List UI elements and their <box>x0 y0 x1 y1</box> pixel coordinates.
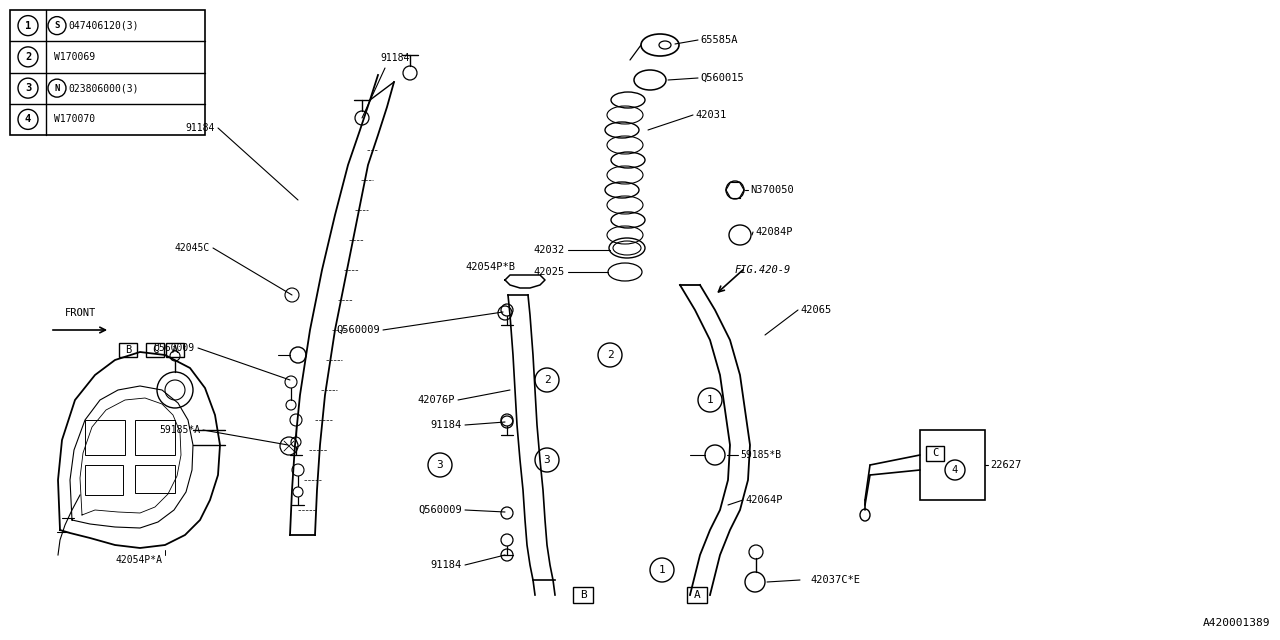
Text: W170069: W170069 <box>54 52 95 62</box>
Text: 047406120(3): 047406120(3) <box>68 20 138 31</box>
Text: N370050: N370050 <box>750 185 794 195</box>
Text: 91184: 91184 <box>431 560 462 570</box>
Text: 42032: 42032 <box>534 245 564 255</box>
Text: 42054P*B: 42054P*B <box>465 262 515 272</box>
Text: 1: 1 <box>24 20 31 31</box>
Text: 2: 2 <box>544 375 550 385</box>
Text: 42025: 42025 <box>534 267 564 277</box>
Text: 42076P: 42076P <box>417 395 454 405</box>
Text: 42045C: 42045C <box>175 243 210 253</box>
Text: S: S <box>54 21 60 30</box>
Text: Q560009: Q560009 <box>419 505 462 515</box>
Text: Q560015: Q560015 <box>700 73 744 83</box>
Text: 22627: 22627 <box>989 460 1021 470</box>
Text: N: N <box>54 84 60 93</box>
Text: FIG.420-9: FIG.420-9 <box>735 265 791 275</box>
Text: Q560009: Q560009 <box>154 343 195 353</box>
Text: 91184: 91184 <box>186 123 215 133</box>
Text: 023806000(3): 023806000(3) <box>68 83 138 93</box>
Text: 59185*A: 59185*A <box>159 425 200 435</box>
Text: W170070: W170070 <box>54 115 95 124</box>
Text: 42064P: 42064P <box>745 495 782 505</box>
Text: 2: 2 <box>607 350 613 360</box>
Text: B: B <box>125 345 131 355</box>
Text: B: B <box>580 590 586 600</box>
Text: 42031: 42031 <box>695 110 726 120</box>
Text: 4: 4 <box>24 115 31 124</box>
Text: Q560009: Q560009 <box>337 325 380 335</box>
Text: 42037C*E: 42037C*E <box>810 575 860 585</box>
Text: 42054P*A: 42054P*A <box>115 555 163 565</box>
Text: 42065: 42065 <box>800 305 831 315</box>
Text: A: A <box>172 345 178 355</box>
Text: 3: 3 <box>544 455 550 465</box>
Text: 91184: 91184 <box>380 53 410 63</box>
Text: 65585A: 65585A <box>700 35 737 45</box>
Text: 3: 3 <box>436 460 443 470</box>
FancyBboxPatch shape <box>10 10 205 135</box>
Text: 42084P: 42084P <box>755 227 792 237</box>
Text: 1: 1 <box>707 395 713 405</box>
Text: 4: 4 <box>952 465 959 475</box>
Text: C: C <box>932 448 938 458</box>
Text: A: A <box>694 590 700 600</box>
Text: FRONT: FRONT <box>64 308 96 318</box>
Text: 59185*B: 59185*B <box>740 450 781 460</box>
Text: C: C <box>152 345 159 355</box>
Text: A420001389: A420001389 <box>1202 618 1270 628</box>
Text: 3: 3 <box>24 83 31 93</box>
Text: 1: 1 <box>659 565 666 575</box>
Text: 91184: 91184 <box>431 420 462 430</box>
Text: 2: 2 <box>24 52 31 62</box>
